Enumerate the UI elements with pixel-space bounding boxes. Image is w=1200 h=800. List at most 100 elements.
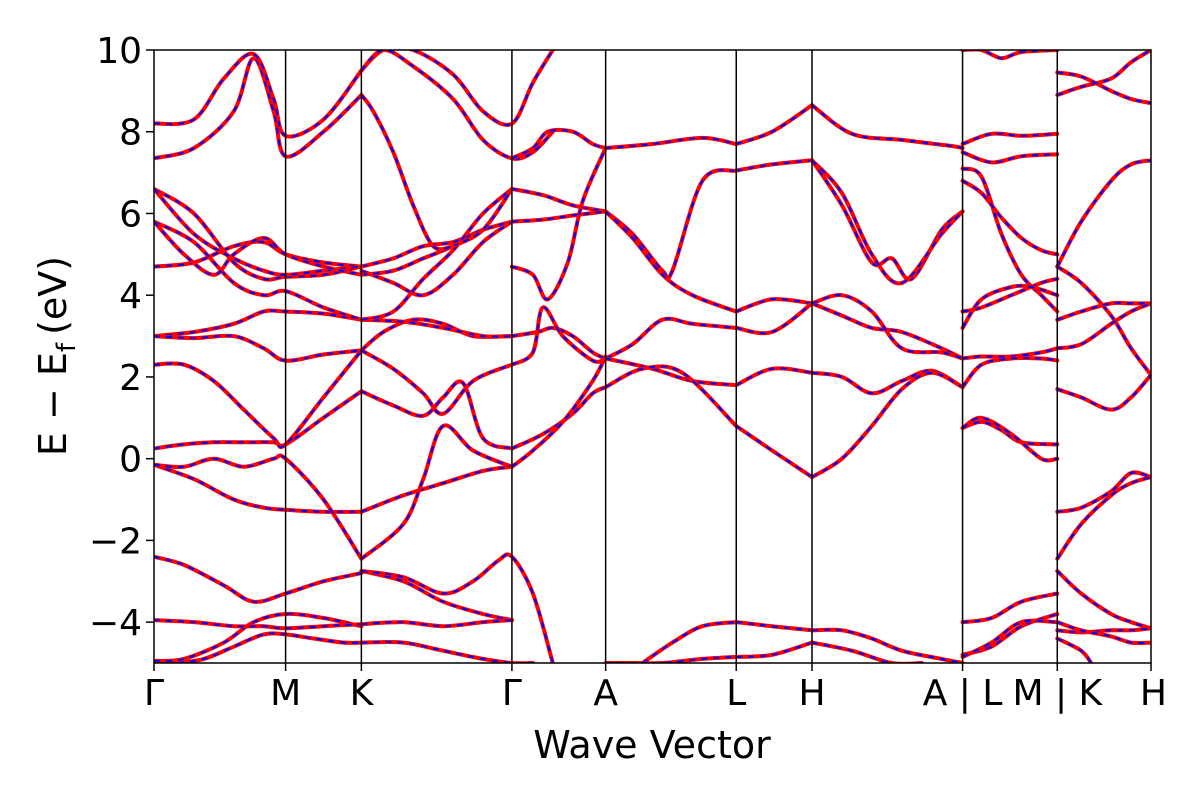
- band-37-solid: [509, 146, 608, 302]
- band-48-dashed: [605, 655, 737, 663]
- band-75-dashed: [961, 356, 1058, 388]
- band-71-dashed: [962, 179, 1058, 256]
- band-54-dashed: [735, 367, 813, 387]
- band-89-dashed: [1056, 476, 1151, 560]
- band-14-dashed: [154, 349, 363, 449]
- band-2-dashed: [154, 619, 362, 630]
- band-39-solid: [509, 305, 608, 367]
- band-57-solid: [734, 640, 814, 659]
- band-37-dashed: [511, 147, 607, 301]
- band-30-solid: [359, 93, 456, 252]
- y-axis: −4 −2 0 2 4 6 8 10: [89, 31, 154, 644]
- band-76-dashed: [962, 420, 1058, 446]
- band-3-solid: [154, 554, 364, 604]
- band-8-solid: [154, 462, 364, 514]
- band-65-dashed: [811, 628, 963, 663]
- band-56-dashed: [736, 621, 813, 632]
- band-14-solid: [154, 348, 364, 450]
- band-21-dashed: [154, 220, 362, 321]
- band-84-solid: [1055, 264, 1151, 377]
- band-17-dashed: [154, 334, 362, 362]
- band-28-dashed: [154, 220, 362, 276]
- y-tick-label: 10: [96, 31, 142, 72]
- band-41-solid: [509, 354, 608, 469]
- band-60-dashed: [811, 159, 964, 285]
- band-6-dashed: [361, 553, 554, 663]
- band-13-dashed: [360, 380, 513, 450]
- band-52-solid: [734, 297, 814, 314]
- band-62-dashed: [811, 294, 963, 360]
- band-59-dashed: [811, 159, 964, 281]
- band-41-dashed: [511, 356, 607, 468]
- band-39-dashed: [511, 306, 606, 366]
- band-31-solid: [154, 51, 364, 139]
- band-50-dashed: [735, 104, 813, 145]
- band-55-solid: [734, 424, 814, 480]
- band-7-dashed: [361, 640, 533, 663]
- band-60-solid: [810, 158, 965, 286]
- y-tick-label: −2: [89, 521, 142, 562]
- band-11-dashed: [360, 424, 513, 560]
- band-45-dashed: [605, 317, 737, 360]
- band-36-solid: [509, 127, 608, 161]
- band-4-dashed: [361, 570, 513, 622]
- band-9-solid: [359, 464, 514, 514]
- band-93-dashed: [1056, 637, 1093, 663]
- y-axis-label-unit: (eV): [31, 256, 75, 335]
- band-64-solid: [810, 370, 965, 480]
- band-54-solid: [734, 366, 814, 388]
- band-19-dashed: [361, 318, 512, 338]
- x-tick-label: H: [798, 673, 825, 714]
- band-29-solid: [154, 56, 364, 161]
- band-69-dashed: [962, 151, 1058, 164]
- y-axis-label-sub: f: [52, 342, 82, 352]
- band-68-dashed: [962, 132, 1058, 145]
- x-tick-label: H: [1140, 673, 1167, 714]
- band-88-solid: [1055, 470, 1151, 514]
- band-86-solid: [1055, 301, 1151, 351]
- band-75-solid: [960, 355, 1060, 390]
- band-27-dashed: [154, 188, 362, 276]
- band-49-dashed: [641, 621, 737, 663]
- band-32-dashed: [360, 50, 554, 126]
- x-tick-label: M: [270, 673, 301, 714]
- band-10-dashed: [154, 454, 363, 560]
- band-42-dashed: [605, 136, 737, 150]
- x-tick-label: M | K: [1012, 673, 1103, 714]
- band-61-dashed: [811, 302, 964, 360]
- band-78-dashed: [962, 592, 1058, 624]
- band-59-solid: [810, 158, 965, 282]
- band-81-dashed: [1056, 50, 1151, 96]
- band-77-dashed: [962, 416, 1058, 462]
- band-3-dashed: [154, 555, 362, 603]
- band-lines: [154, 50, 1151, 663]
- band-1-dashed: [154, 612, 362, 662]
- band-87-dashed: [1056, 374, 1151, 411]
- x-axis-label: Wave Vector: [533, 723, 771, 767]
- x-tick-label: Γ: [502, 673, 522, 714]
- band-93-solid: [1055, 636, 1094, 663]
- band-47-dashed: [605, 365, 737, 427]
- band-12-dashed: [154, 390, 362, 450]
- x-tick-label: Γ: [144, 673, 164, 714]
- band-25-dashed: [361, 188, 513, 321]
- band-84-dashed: [1056, 265, 1151, 376]
- band-58-dashed: [811, 104, 963, 150]
- x-tick-label: L: [726, 673, 746, 714]
- y-tick-label: 8: [119, 113, 142, 154]
- band-51-dashed: [736, 159, 813, 172]
- band-89-solid: [1055, 475, 1151, 561]
- band-46-solid: [603, 356, 739, 388]
- band-90-solid: [1055, 569, 1151, 631]
- band-44-dashed: [604, 210, 737, 313]
- band-35-dashed: [511, 210, 606, 223]
- band-83-solid: [1055, 158, 1151, 269]
- band-15-dashed: [360, 318, 512, 352]
- plot-frame: [153, 49, 1152, 664]
- band-73-solid: [960, 283, 1060, 330]
- band-80-dashed: [962, 619, 1058, 658]
- y-tick-label: 0: [119, 440, 142, 481]
- band-71-solid: [960, 178, 1060, 257]
